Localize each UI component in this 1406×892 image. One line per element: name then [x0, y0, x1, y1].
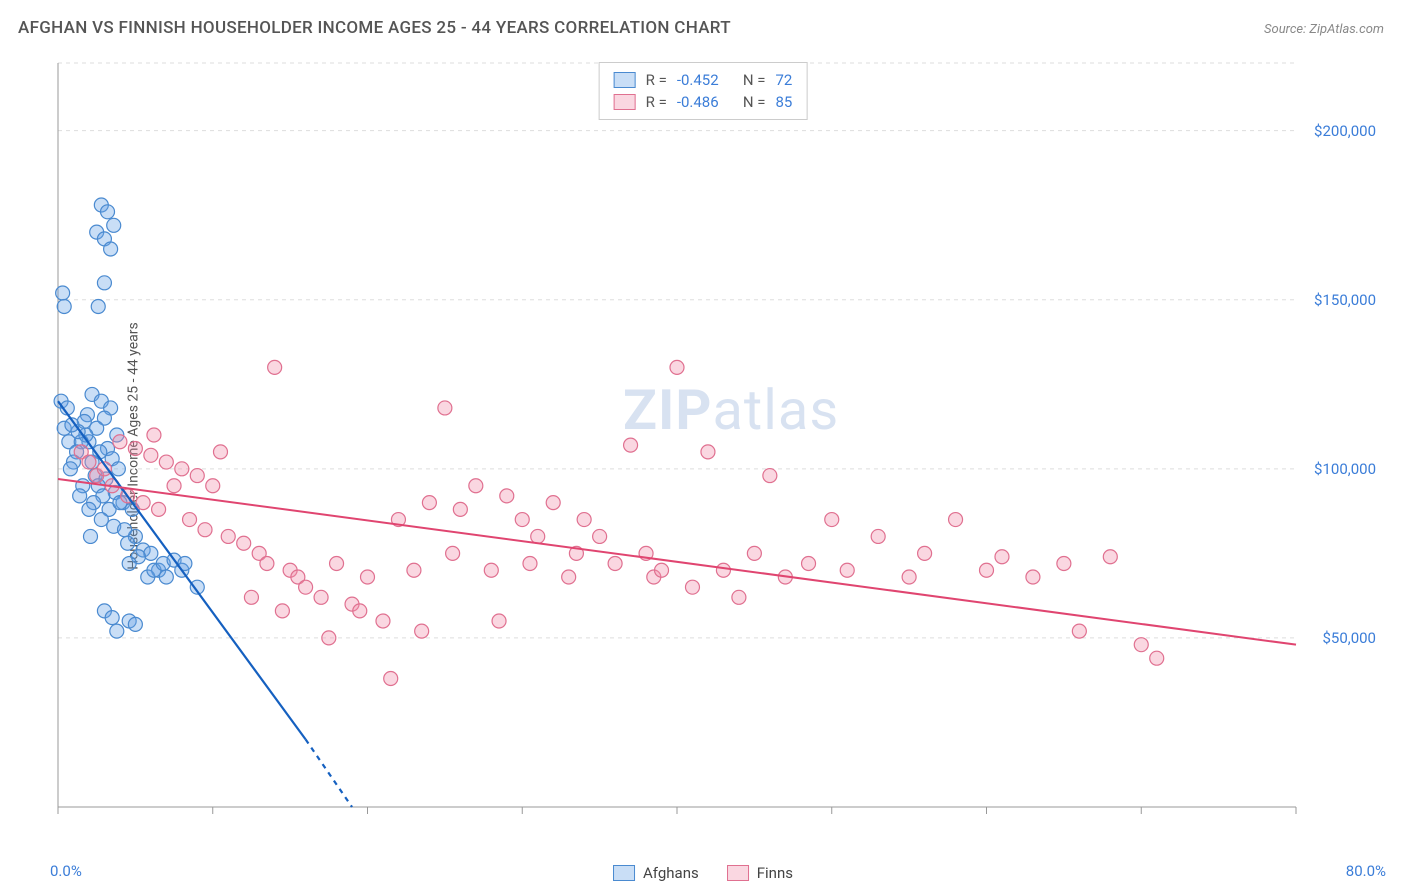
r-label: R =	[646, 71, 667, 89]
legend-swatch	[614, 94, 636, 110]
n-value: 85	[775, 93, 792, 111]
r-value: -0.452	[677, 71, 733, 89]
scatter-chart-svg	[50, 55, 1386, 847]
y-tick-label: $150,000	[1314, 291, 1376, 309]
r-label: R =	[646, 93, 667, 111]
series-legend-label: Finns	[757, 864, 793, 882]
y-tick-label: $50,000	[1322, 629, 1376, 647]
y-tick-label: $200,000	[1314, 122, 1376, 140]
series-legend-item: Afghans	[613, 864, 699, 882]
correlation-legend-row: R = -0.486 N = 85	[614, 91, 793, 113]
y-tick-label: $100,000	[1314, 460, 1376, 478]
n-label: N =	[743, 93, 766, 111]
r-value: -0.486	[677, 93, 733, 111]
n-label: N =	[743, 71, 766, 89]
chart-title: AFGHAN VS FINNISH HOUSEHOLDER INCOME AGE…	[18, 18, 731, 38]
correlation-legend: R = -0.452 N = 72 R = -0.486 N = 85	[599, 62, 808, 120]
x-max-label: 80.0%	[1346, 862, 1386, 880]
correlation-legend-row: R = -0.452 N = 72	[614, 69, 793, 91]
n-value: 72	[775, 71, 792, 89]
legend-swatch	[727, 865, 749, 881]
series-legend-label: Afghans	[643, 864, 699, 882]
source-attribution: Source: ZipAtlas.com	[1264, 22, 1384, 37]
x-min-label: 0.0%	[50, 862, 82, 880]
series-legend: Afghans Finns	[613, 864, 793, 882]
legend-swatch	[614, 72, 636, 88]
legend-swatch	[613, 865, 635, 881]
chart-plot-area	[50, 55, 1386, 847]
series-legend-item: Finns	[727, 864, 793, 882]
